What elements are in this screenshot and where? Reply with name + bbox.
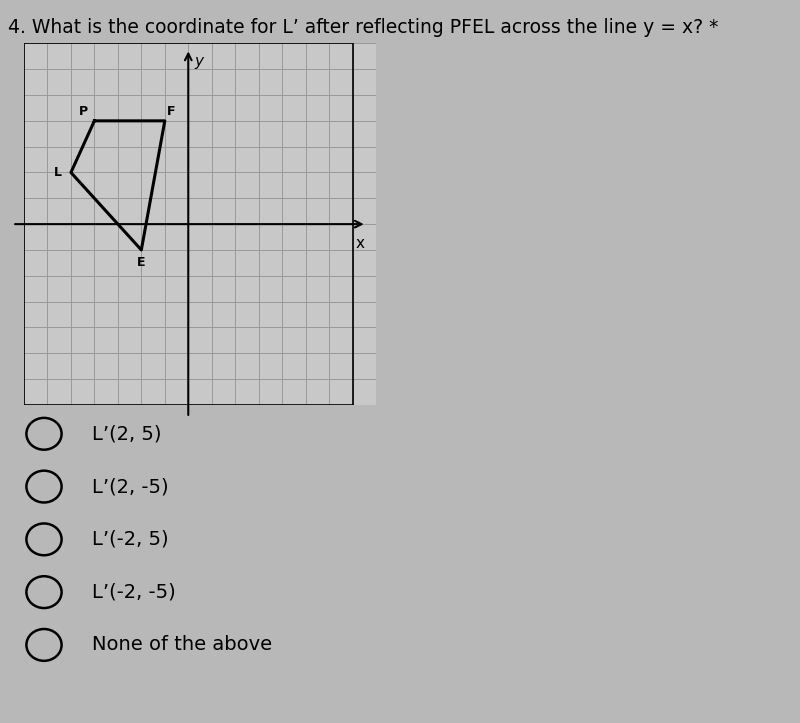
Text: L’(2, 5): L’(2, 5) [92, 424, 162, 443]
Text: L’(-2, -5): L’(-2, -5) [92, 583, 176, 602]
Text: L’(-2, 5): L’(-2, 5) [92, 530, 169, 549]
Text: 4. What is the coordinate for L’ after reflecting PFEL across the line y = x? *: 4. What is the coordinate for L’ after r… [8, 18, 718, 37]
Text: L’(2, -5): L’(2, -5) [92, 477, 169, 496]
Text: E: E [137, 257, 146, 270]
Text: P: P [79, 106, 89, 119]
Text: x: x [355, 236, 364, 251]
Text: L: L [54, 166, 62, 179]
Text: y: y [194, 54, 203, 69]
Text: None of the above: None of the above [92, 636, 272, 654]
Text: F: F [166, 106, 175, 119]
